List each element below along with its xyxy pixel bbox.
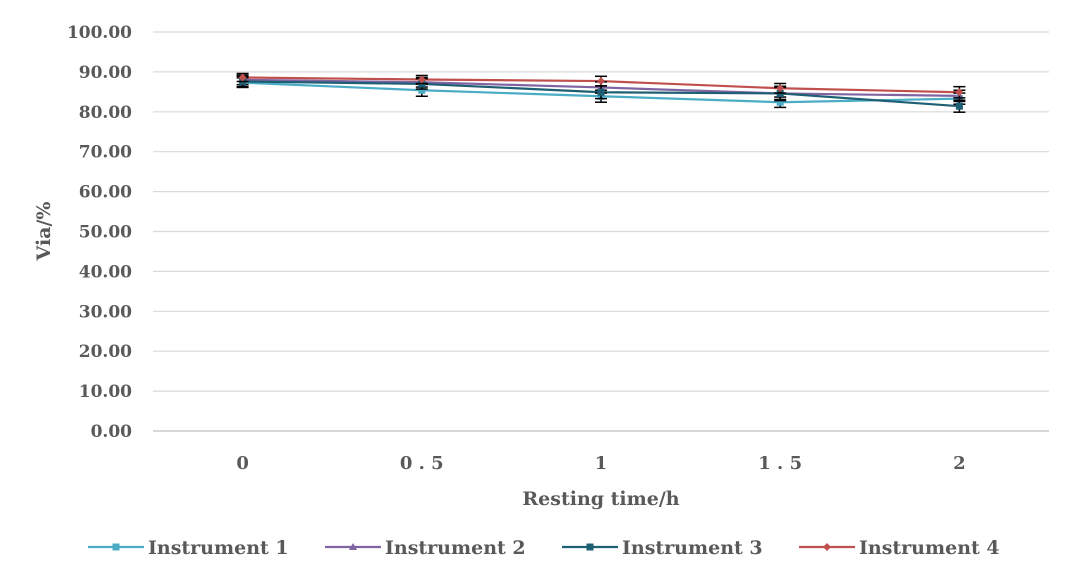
data-point: [417, 75, 426, 84]
y-tick-label: 80.00: [79, 103, 132, 123]
legend-label: Instrument 4: [859, 537, 1000, 559]
data-point: [597, 88, 605, 96]
x-axis-title: Resting time/h: [522, 488, 679, 510]
x-tick-label: 0 . 5: [400, 453, 444, 474]
data-point: [597, 77, 605, 86]
y-axis-title: Via/%: [33, 202, 55, 262]
x-tick-label: 1 . 5: [758, 453, 802, 474]
gridlines: [153, 31, 1049, 432]
y-tick-label: 100.00: [67, 23, 132, 43]
series-layer: [236, 72, 966, 113]
legend-swatch-marker: [349, 543, 357, 550]
legend-swatch-marker: [586, 543, 594, 551]
y-axis-ticks: 0.00 10.00 20.00 30.00 40.00 50.00 60.00 70.00 8…: [67, 23, 132, 442]
y-tick-label: 90.00: [79, 63, 132, 83]
y-tick-label: 0.00: [91, 422, 133, 442]
legend-label: Instrument 2: [385, 537, 526, 559]
x-tick-label: 0: [236, 453, 249, 474]
legend-swatch-marker: [112, 543, 120, 551]
data-point: [776, 98, 784, 106]
legend-label: Instrument 1: [148, 537, 289, 559]
x-tick-label: 2: [953, 453, 966, 474]
y-tick-label: 40.00: [79, 262, 132, 282]
y-tick-label: 10.00: [79, 382, 132, 402]
legend-label: Instrument 3: [622, 537, 763, 559]
x-tick-label: 1: [595, 453, 608, 474]
data-point: [418, 86, 426, 94]
x-axis-ticks: 0 0 . 5 1 1 . 5 2: [236, 453, 965, 474]
data-point: [955, 102, 963, 110]
y-tick-label: 60.00: [79, 183, 132, 203]
data-point: [238, 73, 247, 82]
y-tick-label: 70.00: [79, 143, 132, 163]
legend: Instrument 1 Instrument 2 Instrument 3 Inst…: [88, 537, 1000, 559]
y-tick-label: 20.00: [79, 342, 132, 362]
y-tick-label: 30.00: [79, 302, 132, 322]
legend-swatch-marker: [823, 543, 831, 551]
data-point: [776, 84, 785, 93]
y-tick-label: 50.00: [79, 223, 132, 243]
data-point: [955, 88, 964, 97]
